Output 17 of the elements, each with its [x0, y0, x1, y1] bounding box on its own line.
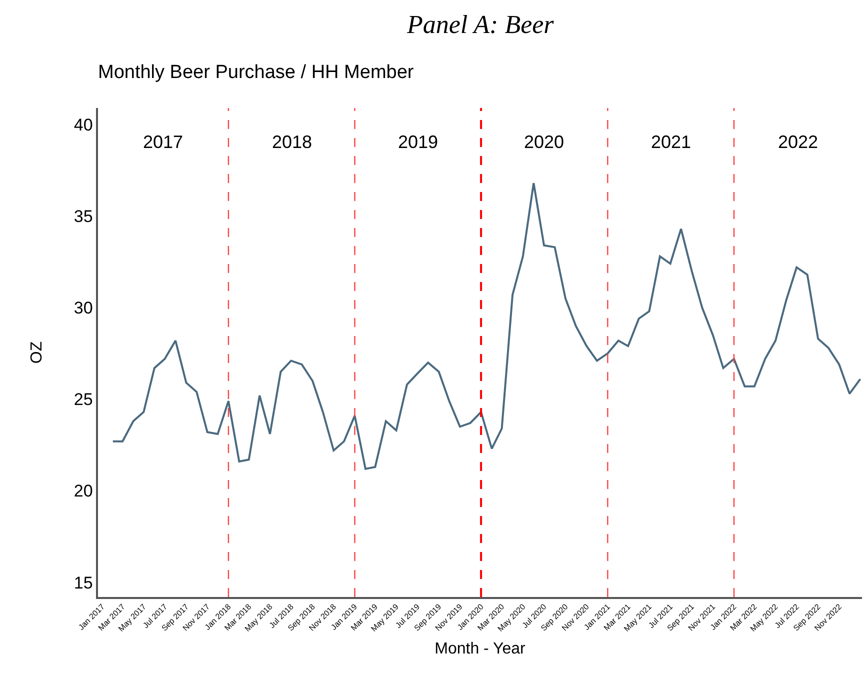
annotation: 2017: [143, 132, 184, 152]
annotation: 2022: [778, 132, 818, 152]
annotation: 2020: [524, 132, 564, 152]
chart-title: Panel A: Beer: [406, 10, 555, 39]
y-tick-label: 25: [74, 390, 93, 410]
y-tick-label: 35: [74, 207, 93, 226]
annotation: 2021: [651, 132, 692, 152]
y-tick-label: 40: [74, 115, 93, 134]
y-tick-label: 15: [74, 573, 93, 592]
chart-subtitle: Monthly Beer Purchase / HH Member: [98, 62, 414, 83]
line-series: [112, 182, 862, 470]
y-tick-label: 30: [74, 298, 93, 318]
annotation: 2019: [398, 132, 438, 152]
x-axis-title: Month - Year: [434, 640, 526, 658]
annotation: 2018: [272, 132, 312, 152]
y-tick-label: 20: [74, 482, 93, 501]
y-axis-title: OZ: [28, 341, 46, 364]
